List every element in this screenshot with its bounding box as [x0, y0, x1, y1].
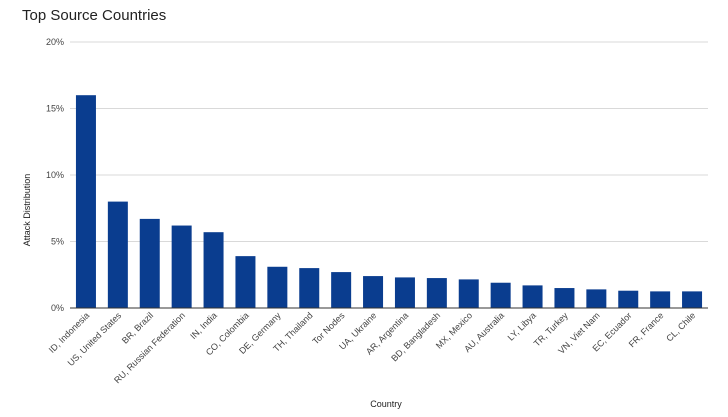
x-tick-label: CL, Chile: [664, 310, 697, 343]
bar: [331, 272, 352, 308]
y-tick-label: 5%: [51, 237, 64, 247]
bar: [235, 256, 256, 308]
x-axis-label: Country: [370, 399, 402, 409]
gridlines: [70, 41, 708, 242]
y-tick-label: 15%: [46, 104, 64, 114]
bar: [107, 201, 128, 308]
bar: [522, 285, 543, 308]
bar: [75, 95, 96, 308]
bar: [682, 291, 703, 309]
bar: [650, 291, 671, 309]
bar: [139, 218, 160, 308]
bars: [75, 95, 703, 309]
bar: [458, 279, 479, 308]
x-tick-label: LY, Libya: [506, 310, 538, 342]
x-tick-label: FR, France: [627, 310, 666, 349]
y-axis-label: Attack Distribution: [22, 174, 32, 247]
bar: [267, 266, 288, 308]
x-tick-label: US, United States: [66, 310, 124, 368]
bar: [203, 232, 224, 308]
bar: [426, 278, 447, 308]
chart-title: Top Source Countries: [22, 7, 166, 24]
bar: [394, 277, 415, 308]
bar: [299, 268, 320, 308]
bar: [618, 290, 639, 308]
y-tick-label: 20%: [46, 37, 64, 47]
bar: [554, 288, 575, 308]
bar: [363, 276, 384, 308]
bar: [490, 282, 511, 308]
bar: [586, 289, 607, 308]
y-axis-ticks: 0% 5% 10% 15% 20%: [46, 37, 64, 313]
x-tick-label: IN, India: [188, 310, 219, 341]
bar: [171, 225, 192, 308]
y-tick-label: 0%: [51, 303, 64, 313]
y-tick-label: 10%: [46, 170, 64, 180]
